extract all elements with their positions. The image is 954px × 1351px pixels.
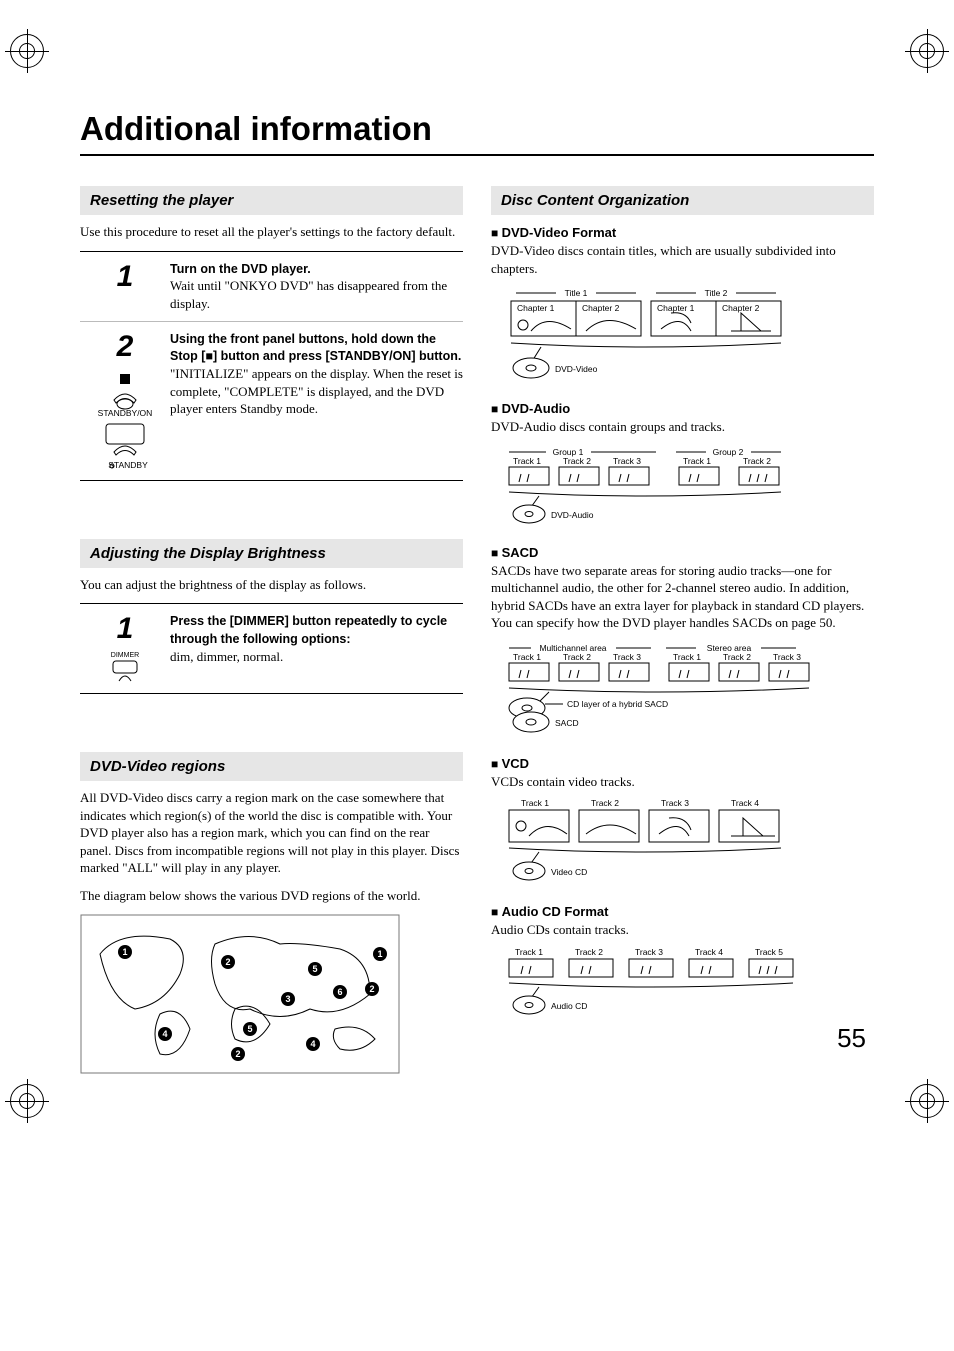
svg-text:Track 2: Track 2 <box>563 456 591 466</box>
svg-text:DVD-Audio: DVD-Audio <box>551 510 594 520</box>
svg-text:DVD-Video: DVD-Video <box>555 364 598 374</box>
svg-text:Track 2: Track 2 <box>575 947 603 957</box>
svg-text:4: 4 <box>162 1029 167 1039</box>
section-disc-org-header: Disc Content Organization <box>491 186 874 215</box>
dvdvideo-diagram: Title 1 Title 2 Chapter 1 Chapter 2 Chap… <box>491 283 874 383</box>
svg-text:Track 3: Track 3 <box>613 652 641 662</box>
step1-text: Wait until "ONKYO DVD" has disappeared f… <box>170 278 447 311</box>
svg-text:2: 2 <box>369 984 374 994</box>
right-column: Disc Content Organization DVD-Video Form… <box>491 186 874 1092</box>
svg-text:SACD: SACD <box>555 718 579 728</box>
svg-text:Group 2: Group 2 <box>713 447 744 457</box>
svg-text:4: 4 <box>310 1039 315 1049</box>
svg-text:Track 1: Track 1 <box>521 798 549 808</box>
svg-text:Chapter 2: Chapter 2 <box>722 303 760 313</box>
svg-text:Track 1: Track 1 <box>513 456 541 466</box>
vcd-text: VCDs contain video tracks. <box>491 773 874 791</box>
print-mark <box>10 1084 44 1118</box>
audiocd-head: Audio CD Format <box>491 904 874 919</box>
print-mark <box>910 34 944 68</box>
svg-text:2: 2 <box>225 957 230 967</box>
section-regions-header: DVD-Video regions <box>80 752 463 781</box>
reset-steps: 1 Turn on the DVD player. Wait until "ON… <box>80 251 463 481</box>
svg-text:Track 1: Track 1 <box>513 652 541 662</box>
sacd-diagram: Multichannel area Stereo area Track 1 Tr… <box>491 638 874 738</box>
svg-text:5: 5 <box>312 964 317 974</box>
svg-text:Chapter 1: Chapter 1 <box>517 303 555 313</box>
svg-text:Track 1: Track 1 <box>683 456 711 466</box>
step-row: 1 Turn on the DVD player. Wait until "ON… <box>80 252 463 322</box>
world-region-map: 1 2 5 6 2 3 4 5 2 4 1 <box>80 914 463 1074</box>
step2-icons: STANDBY/ON STANDBY <box>80 370 170 472</box>
svg-text:Track 3: Track 3 <box>661 798 689 808</box>
step-row: 1 DIMMER Press the [DIMMER] button repea… <box>80 604 463 693</box>
regions-p1: All DVD-Video discs carry a region mark … <box>80 789 463 877</box>
section-reset-header: Resetting the player <box>80 186 463 215</box>
svg-text:Track 2: Track 2 <box>723 652 751 662</box>
page-title: Additional information <box>80 110 874 156</box>
step-number: 2 <box>117 330 134 363</box>
svg-text:Audio CD: Audio CD <box>551 1001 587 1011</box>
dvdaudio-text: DVD-Audio discs contain groups and track… <box>491 418 874 436</box>
step1-bold: Turn on the DVD player. <box>170 262 311 276</box>
svg-text:Track 3: Track 3 <box>613 456 641 466</box>
svg-text:STANDBY/ON: STANDBY/ON <box>98 408 153 418</box>
svg-text:Title 1: Title 1 <box>565 288 588 298</box>
svg-text:Chapter 1: Chapter 1 <box>657 303 695 313</box>
svg-text:Track 5: Track 5 <box>755 947 783 957</box>
svg-text:Track 1: Track 1 <box>515 947 543 957</box>
dvdvideo-text: DVD-Video discs contain titles, which ar… <box>491 242 874 277</box>
step-number: 1 <box>117 260 134 293</box>
step2-text: "INITIALIZE" appears on the display. Whe… <box>170 366 463 416</box>
dimmer-text: dim, dimmer, normal. <box>170 649 283 664</box>
svg-text:2: 2 <box>235 1049 240 1059</box>
sacd-head: SACD <box>491 545 874 560</box>
svg-text:6: 6 <box>337 987 342 997</box>
svg-text:CD layer of a hybrid SACD: CD layer of a hybrid SACD <box>567 699 668 709</box>
dvdaudio-diagram: Group 1 Group 2 Track 1 Track 2 Track 3 … <box>491 442 874 527</box>
print-mark <box>10 34 44 68</box>
audiocd-diagram: Track 1 Track 2 Track 3 Track 4 Track 5 … <box>491 945 874 1020</box>
reset-intro: Use this procedure to reset all the play… <box>80 223 463 241</box>
svg-text:5: 5 <box>247 1024 252 1034</box>
svg-text:Track 4: Track 4 <box>731 798 759 808</box>
audiocd-text: Audio CDs contain tracks. <box>491 921 874 939</box>
svg-text:Track 2: Track 2 <box>563 652 591 662</box>
dimmer-icon: DIMMER <box>80 652 170 685</box>
dvdaudio-head: DVD-Audio <box>491 401 874 416</box>
page-number: 55 <box>837 1023 866 1054</box>
svg-text:Track 2: Track 2 <box>743 456 771 466</box>
svg-text:Track 2: Track 2 <box>591 798 619 808</box>
svg-text:Video CD: Video CD <box>551 867 587 877</box>
dimmer-bold: Press the [DIMMER] button repeatedly to … <box>170 614 447 646</box>
brightness-steps: 1 DIMMER Press the [DIMMER] button repea… <box>80 603 463 694</box>
vcd-diagram: Track 1 Track 2 Track 3 Track 4 Video CD <box>491 796 874 886</box>
svg-text:Track 3: Track 3 <box>635 947 663 957</box>
brightness-intro: You can adjust the brightness of the dis… <box>80 576 463 594</box>
print-mark <box>910 1084 944 1118</box>
dvdvideo-head: DVD-Video Format <box>491 225 874 240</box>
svg-text:STANDBY: STANDBY <box>108 460 148 470</box>
svg-text:1: 1 <box>377 949 382 959</box>
svg-text:Title 2: Title 2 <box>705 288 728 298</box>
regions-p2: The diagram below shows the various DVD … <box>80 887 463 905</box>
step2-bold: Using the front panel buttons, hold down… <box>170 332 461 364</box>
left-column: Resetting the player Use this procedure … <box>80 186 463 1092</box>
svg-text:Track 3: Track 3 <box>773 652 801 662</box>
step-row: 2 STANDBY/ON STANDBY <box>80 322 463 480</box>
section-brightness-header: Adjusting the Display Brightness <box>80 539 463 568</box>
svg-text:Track 1: Track 1 <box>673 652 701 662</box>
svg-text:1: 1 <box>122 947 127 957</box>
vcd-head: VCD <box>491 756 874 771</box>
svg-text:Chapter 2: Chapter 2 <box>582 303 620 313</box>
svg-text:3: 3 <box>285 994 290 1004</box>
svg-text:Track 4: Track 4 <box>695 947 723 957</box>
sacd-text: SACDs have two separate areas for storin… <box>491 562 874 632</box>
step-number: 1 <box>117 612 134 645</box>
